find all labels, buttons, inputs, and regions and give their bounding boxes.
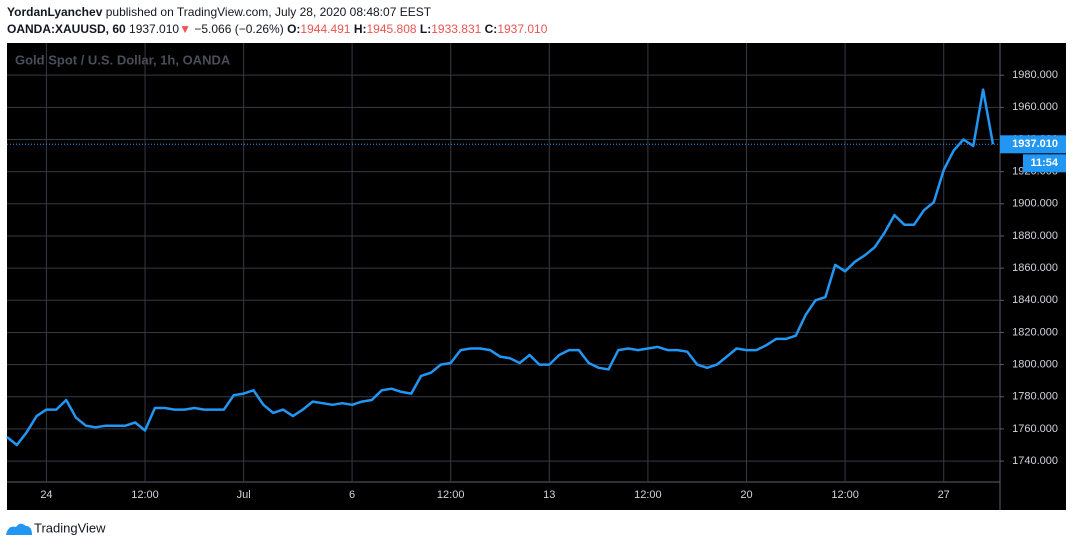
y-tick-label: 1880.000 [1012,230,1058,242]
y-tick-label: 1900.000 [1012,198,1058,210]
ohlc-value: 1933.831 [431,22,482,36]
header-line: YordanLyanchev published on TradingView.… [7,5,431,19]
x-tick-label: 6 [349,489,355,501]
ohlc-label: O: [287,22,301,36]
symbol: OANDA:XAUUSD, 60 [7,22,126,36]
ohlc-value: 1944.491 [300,22,351,36]
countdown-box [1023,154,1066,173]
change: −5.066 (−0.26%) [194,22,284,36]
y-tick-label: 1740.000 [1012,455,1058,467]
x-tick-label: 12:00 [437,489,465,501]
chart-background [7,43,1066,510]
y-tick-label: 1960.000 [1012,101,1058,113]
y-tick-label: 1820.000 [1012,326,1058,338]
y-tick-label: 1760.000 [1012,423,1058,435]
x-tick-label: 13 [543,489,555,501]
last-price: 1937.010 [129,22,180,36]
x-tick-label: 12:00 [131,489,159,501]
ohlc-label: H: [353,22,367,36]
brand: TradingView [34,520,106,535]
published: published on TradingView.com, July 28, 2… [105,5,432,19]
x-tick-label: 24 [40,489,52,501]
countdown: 11:54 [1030,157,1058,169]
ohlc-value: 1945.808 [366,22,417,36]
y-tick-label: 1860.000 [1012,262,1058,274]
x-tick-label: 27 [938,489,950,501]
ohlc-label: C: [484,22,498,36]
last-price-box [1000,135,1066,154]
x-tick-label: 12:00 [831,489,859,501]
chart-title: Gold Spot / U.S. Dollar, 1h, OANDA [15,52,231,67]
x-tick-label: Jul [237,489,251,501]
logo [6,523,32,535]
author: YordanLyanchev [7,5,103,19]
ohlc-label: L: [419,22,432,36]
ohlc: O:1944.491 H:1945.808 L:1933.831 C:1937.… [287,22,547,36]
y-tick-label: 1840.000 [1012,294,1058,306]
x-tick-label: 12:00 [634,489,662,501]
y-tick-label: 1980.000 [1012,69,1058,81]
grid [7,43,1000,482]
y-tick-label: 1800.000 [1012,359,1058,371]
price-line [6,88,995,447]
change-arrow: ▼ [179,22,191,36]
symbol-line: OANDA:XAUUSD, 60 1937.010▼ −5.066 (−0.26… [7,22,547,36]
x-tick-label: 20 [740,489,752,501]
last-price-label: 1937.010 [1012,138,1058,150]
ohlc-value: 1937.010 [497,22,548,36]
y-tick-label: 1780.000 [1012,391,1058,403]
